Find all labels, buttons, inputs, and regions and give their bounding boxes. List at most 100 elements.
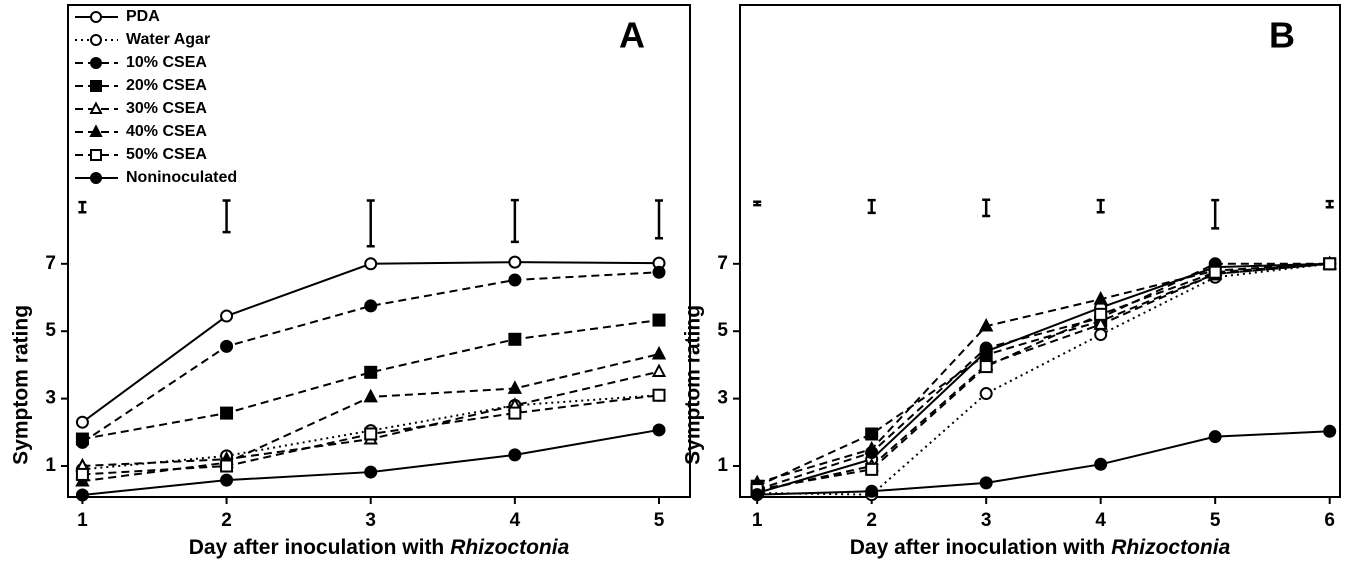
- marker: [1093, 316, 1108, 330]
- y-axis-label: Symptom rating: [10, 305, 33, 465]
- x-tick-label: 4: [1095, 510, 1106, 531]
- marker: [90, 172, 102, 184]
- y-tick-label: 7: [717, 253, 728, 274]
- marker: [507, 380, 523, 394]
- legend-label: Water Agar: [126, 31, 210, 48]
- marker: [979, 360, 993, 374]
- marker: [90, 80, 102, 92]
- legend-label: 50% CSEA: [126, 146, 207, 163]
- error-bar: [366, 199, 375, 248]
- marker: [652, 388, 666, 402]
- legend-label: 40% CSEA: [126, 123, 207, 140]
- marker: [1323, 424, 1337, 438]
- error-bar: [510, 198, 519, 244]
- marker: [1093, 290, 1108, 305]
- marker: [508, 255, 522, 269]
- x-axis-label-part: Rhizoctonia: [450, 536, 569, 559]
- error-bar: [1096, 198, 1105, 214]
- series-line: [756, 262, 1330, 488]
- legend-label: Noninoculated: [126, 169, 237, 186]
- marker: [864, 440, 879, 455]
- marker: [90, 149, 102, 161]
- x-axis-label-part: Day after inoculation with: [189, 536, 445, 559]
- series-line: [756, 262, 1330, 494]
- panel-label: B: [1269, 15, 1295, 56]
- legend-label: PDA: [126, 8, 160, 25]
- marker: [979, 387, 993, 401]
- x-axis-label-part: Day after inoculation with: [850, 536, 1106, 559]
- panel-label: A: [619, 15, 645, 56]
- panel: 1 2 3 4 5 1 3 5 7 Symptom rating Day after inocula…: [10, 4, 691, 559]
- series-line: [757, 262, 1330, 496]
- x-axis-label-part: Rhizoctonia: [1111, 536, 1230, 559]
- panel: 1 2 3 4 5 6 1 3 5 7 Symptom rating Day after inocul…: [682, 4, 1341, 559]
- marker: [652, 313, 666, 327]
- marker: [865, 462, 879, 476]
- error-bar: [753, 200, 762, 207]
- x-tick-label: 1: [752, 510, 763, 531]
- y-axis-label: Symptom rating: [682, 305, 705, 465]
- error-bar: [1211, 198, 1220, 230]
- marker: [979, 317, 994, 332]
- plot-frame: [739, 4, 1341, 498]
- marker: [75, 488, 89, 502]
- series-line: [756, 262, 1330, 484]
- y-tick-label: 3: [45, 388, 56, 409]
- x-axis-label: Day after inoculation with Rhizoctonia: [850, 536, 1231, 559]
- marker: [750, 488, 764, 502]
- x-tick-label: 3: [981, 510, 992, 531]
- x-tick-label: 3: [365, 510, 376, 531]
- marker: [508, 273, 522, 287]
- marker: [652, 265, 666, 279]
- marker: [865, 484, 879, 498]
- marker: [89, 101, 103, 114]
- y-tick-label: 3: [717, 388, 728, 409]
- x-tick-label: 4: [510, 510, 521, 531]
- error-bar: [1325, 199, 1334, 209]
- series-line: [82, 394, 660, 471]
- marker: [364, 257, 378, 271]
- x-tick-label: 5: [1210, 510, 1221, 531]
- marker: [979, 476, 993, 490]
- series-line: [756, 262, 1330, 491]
- marker: [90, 11, 102, 23]
- error-bar: [222, 199, 231, 234]
- series-line: [756, 262, 1330, 493]
- y-tick-label: 1: [717, 455, 728, 476]
- marker: [90, 34, 102, 46]
- x-tick-label: 6: [1324, 510, 1335, 531]
- marker: [89, 124, 103, 137]
- marker: [364, 465, 378, 479]
- marker: [1094, 307, 1108, 321]
- marker: [1094, 457, 1108, 471]
- marker: [1094, 328, 1108, 342]
- marker: [220, 339, 234, 353]
- error-bar: [655, 199, 664, 240]
- marker: [220, 473, 234, 487]
- x-tick-label: 1: [77, 510, 88, 531]
- x-axis-label: Day after inoculation with Rhizoctonia: [189, 536, 570, 559]
- series-line: [82, 370, 660, 467]
- y-tick-label: 1: [45, 455, 56, 476]
- error-bar: [78, 200, 87, 214]
- marker: [364, 365, 378, 379]
- marker: [1208, 430, 1222, 444]
- y-tick-label: 5: [45, 320, 56, 341]
- marker: [363, 388, 378, 403]
- marker: [364, 427, 378, 441]
- marker: [651, 363, 667, 378]
- error-bar: [982, 198, 991, 218]
- legend-label: 30% CSEA: [126, 100, 207, 117]
- legend-label: 10% CSEA: [126, 54, 207, 71]
- legend-label: 20% CSEA: [126, 77, 207, 94]
- y-tick-label: 5: [717, 320, 728, 341]
- marker: [508, 332, 522, 346]
- series-line: [757, 430, 1330, 496]
- plot-frame: [67, 4, 691, 498]
- x-tick-label: 2: [866, 510, 877, 531]
- series-line: [757, 262, 1330, 491]
- marker: [220, 309, 234, 323]
- x-tick-label: 5: [654, 510, 665, 531]
- marker: [220, 406, 234, 420]
